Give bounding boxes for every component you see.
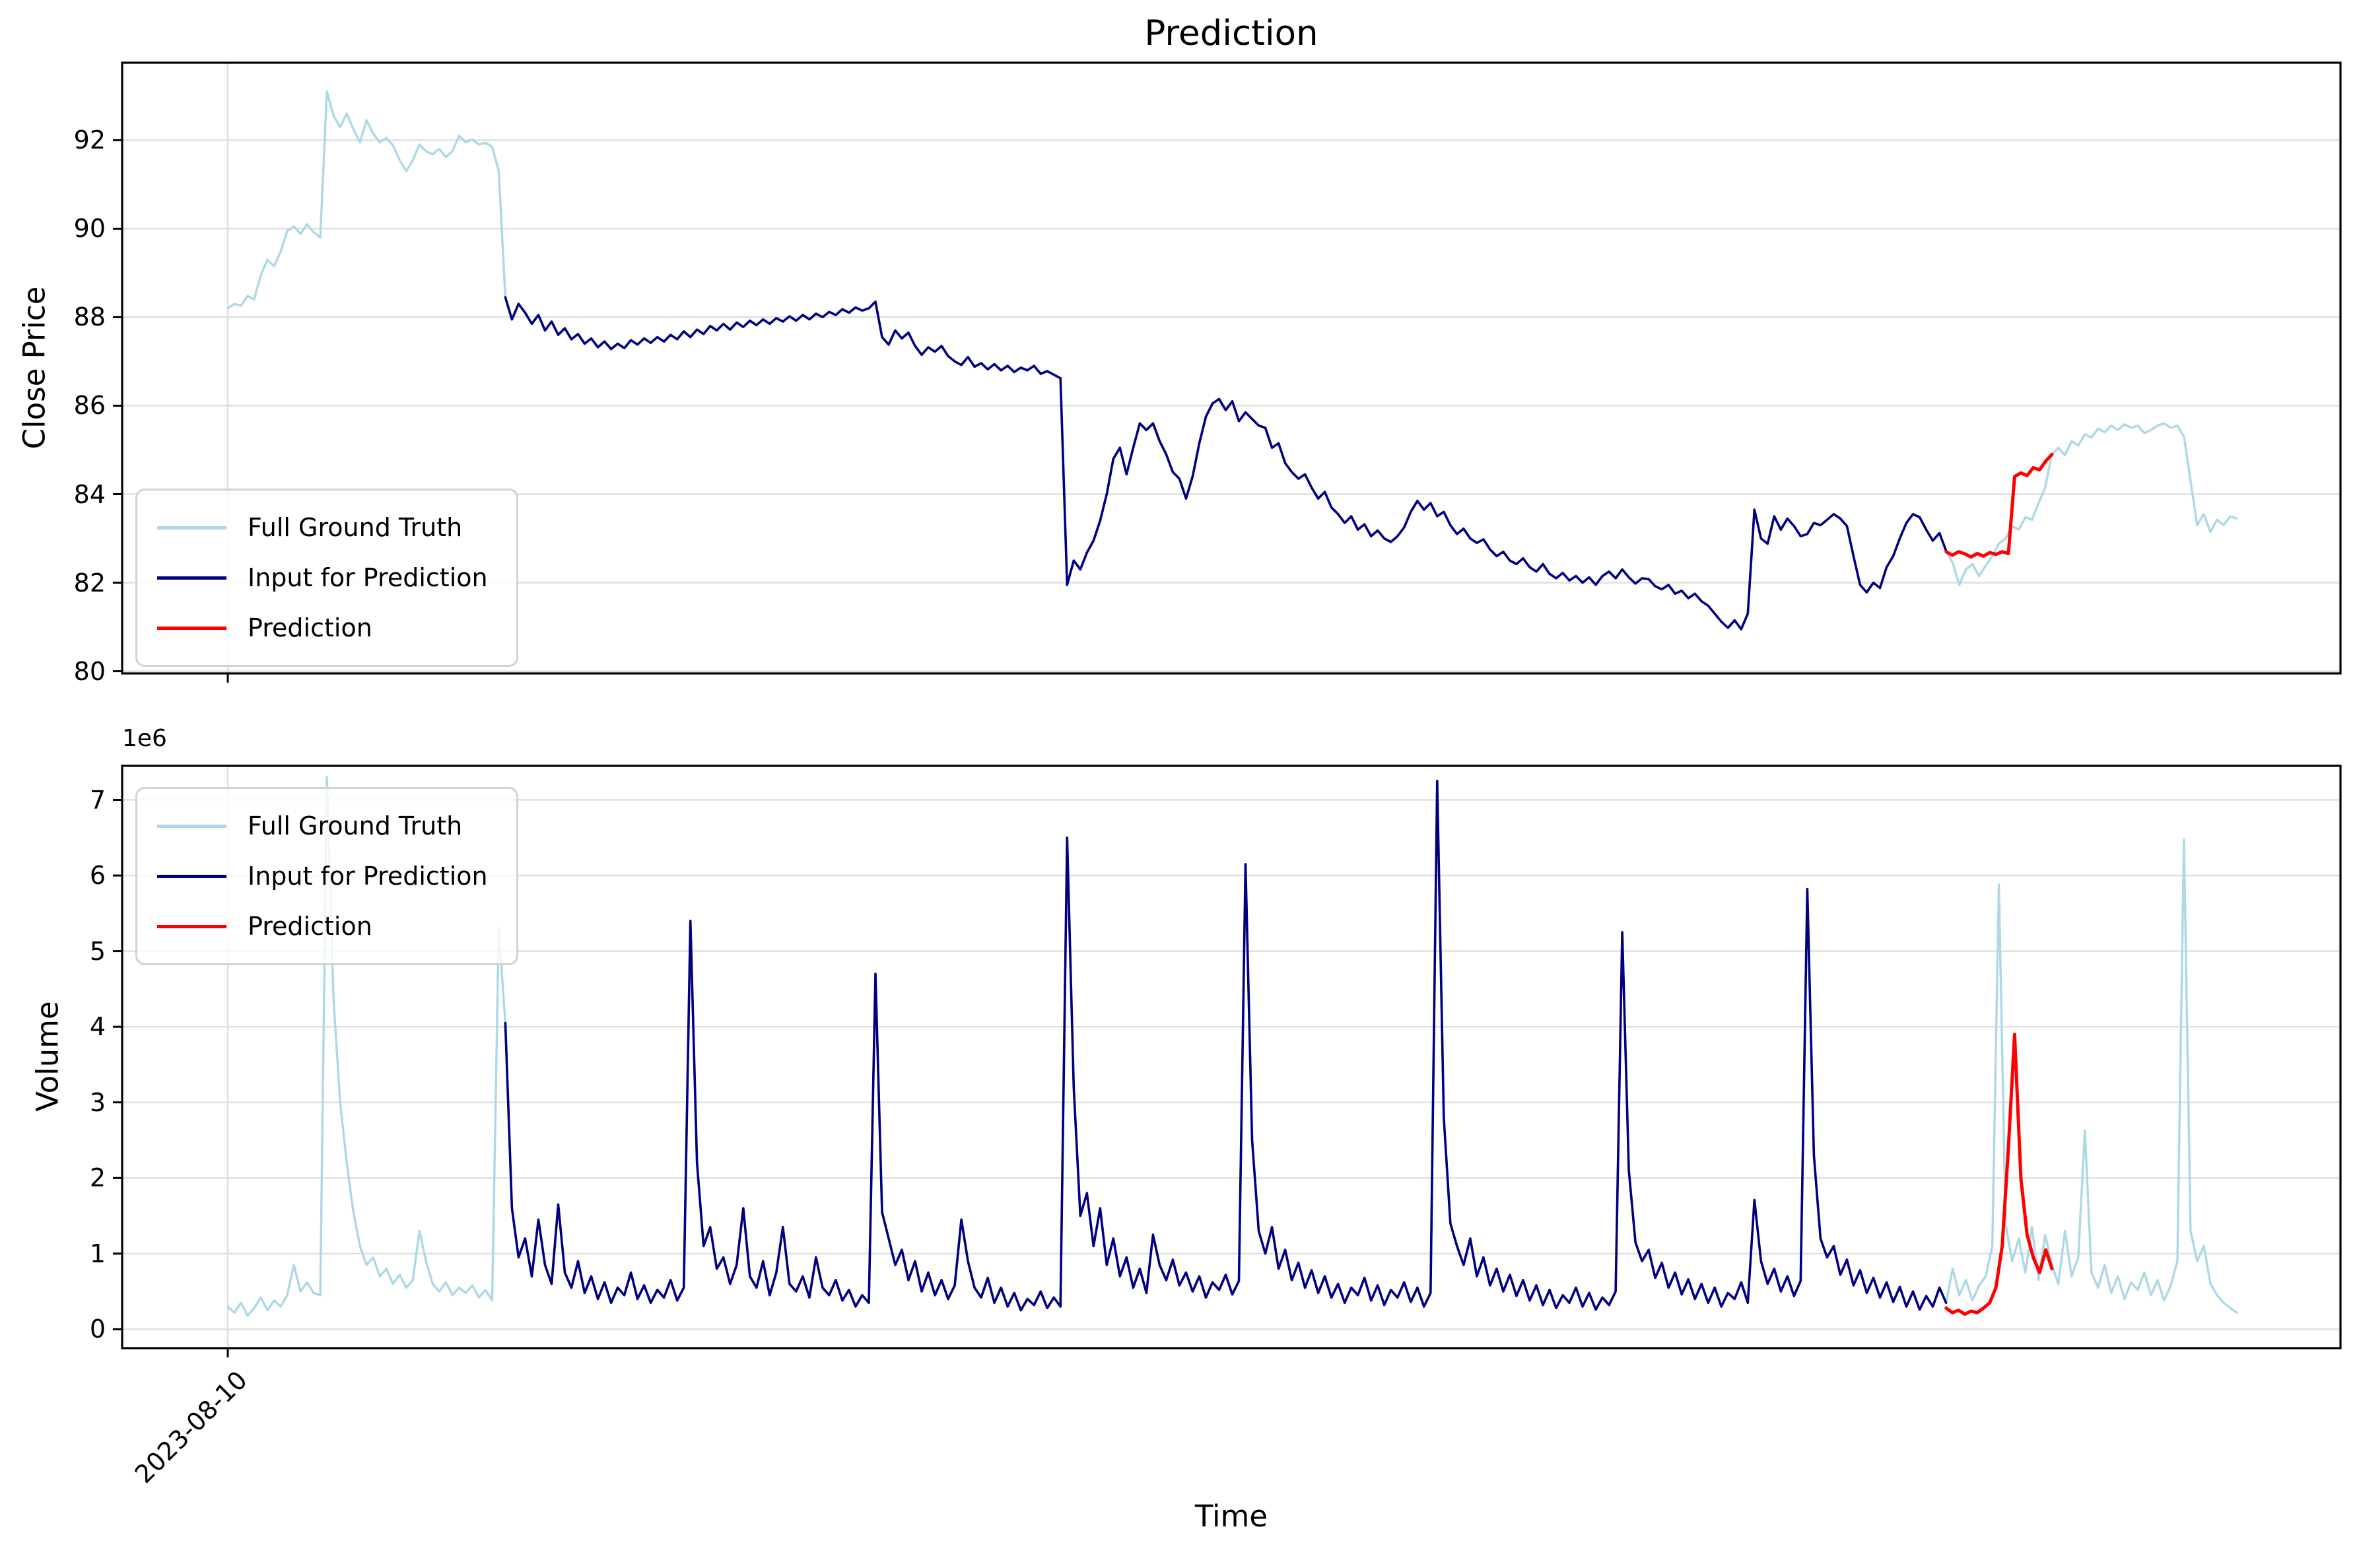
price-full-ground-truth-line [226,90,2238,631]
input-swatch-icon [157,874,226,878]
legend-row: Prediction [157,603,516,653]
price-prediction-line [1944,452,2054,559]
price-y-tick-label: 90 [73,214,106,244]
price-axes-frame [121,61,2342,675]
prediction-swatch-icon [157,924,226,928]
chart-title: Prediction [1144,13,1318,53]
volume-y-tick-label: 3 [89,1087,106,1117]
legend-label: Prediction [248,613,372,642]
volume-full-ground-truth-line [226,776,2238,1317]
legend-row: Full Ground Truth [157,502,516,553]
legend-label: Input for Prediction [248,563,488,592]
volume-y-tick-label: 6 [89,861,106,891]
legend-label: Input for Prediction [248,862,488,891]
legend-label: Prediction [248,912,372,941]
price-y-tick-label: 84 [73,479,106,509]
price-y-tick-label: 92 [73,125,106,155]
legend-row: Input for Prediction [157,553,516,603]
volume-y-tick-label: 2 [89,1163,106,1193]
price-y-tick-label: 82 [73,568,106,597]
input-swatch-icon [157,576,226,580]
price-input-for-prediction-line [504,296,1948,631]
prediction-swatch-icon [157,626,226,630]
price-y-tick-label: 80 [73,656,106,686]
volume-prediction-line [1944,1033,2054,1316]
price-y-tick-label: 88 [73,302,106,332]
volume-axis-offset-label: 1e6 [122,725,167,752]
volume-input-for-prediction-line [504,780,1948,1312]
ground-truth-swatch-icon [157,526,226,529]
volume-y-tick-label: 4 [89,1012,106,1042]
legend-row: Full Ground Truth [157,801,516,851]
legend-label: Full Ground Truth [248,513,463,542]
volume-y-tick-label: 7 [89,785,106,815]
volume-y-tick-label: 1 [89,1239,106,1268]
legend-label: Full Ground Truth [248,811,463,840]
volume-y-tick-label: 0 [89,1314,106,1344]
price-legend: Full Ground Truth Input for Prediction P… [135,489,518,667]
legend-row: Input for Prediction [157,851,516,901]
volume-axes-frame [121,765,2342,1349]
volume-legend: Full Ground Truth Input for Prediction P… [135,787,518,965]
volume-y-tick-label: 5 [89,936,106,966]
price-y-tick-label: 86 [73,391,106,421]
legend-row: Prediction [157,901,516,951]
x-axis-label: Time [1194,1499,1268,1534]
ground-truth-swatch-icon [157,824,226,828]
